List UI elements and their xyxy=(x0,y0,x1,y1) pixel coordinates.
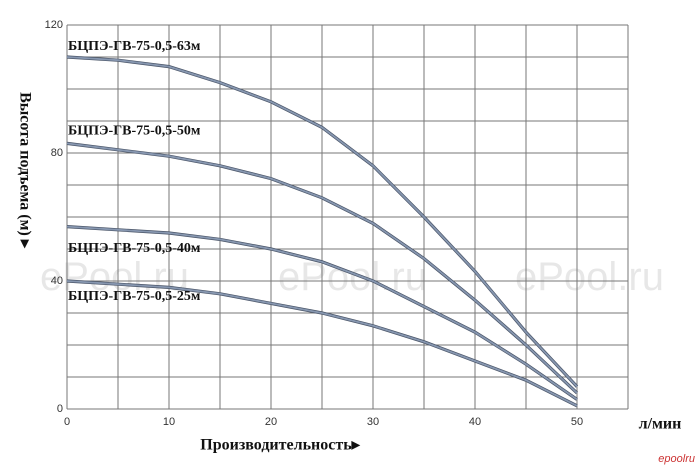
watermark: ePool.ru xyxy=(278,255,427,299)
x-unit: л/мин xyxy=(639,416,682,433)
y-tick-label: 0 xyxy=(57,403,63,415)
y-tick-label: 120 xyxy=(45,19,63,31)
x-tick-label: 30 xyxy=(367,416,379,428)
series-label: БЦПЭ-ГВ-75-0,5-63м xyxy=(68,39,201,54)
x-tick-label: 40 xyxy=(469,416,481,428)
series-label: БЦПЭ-ГВ-75-0,5-40м xyxy=(68,241,201,256)
x-axis-label: Производительность▸ xyxy=(200,437,360,454)
x-tick-label: 10 xyxy=(163,416,175,428)
x-tick-label: 50 xyxy=(571,416,583,428)
series-label: БЦПЭ-ГВ-75-0,5-50м xyxy=(68,124,201,139)
y-axis-label: Высота подъема (м) ▸ xyxy=(16,92,33,249)
watermark: ePool.ru xyxy=(515,255,664,299)
y-tick-label: 80 xyxy=(51,147,63,159)
watermark: ePool.ru xyxy=(40,255,189,299)
curve xyxy=(66,225,578,401)
series-label: БЦПЭ-ГВ-75-0,5-25м xyxy=(68,289,201,304)
logo: epoolru xyxy=(658,453,695,465)
curve xyxy=(66,56,578,388)
x-tick-label: 0 xyxy=(64,416,70,428)
y-tick-label: 40 xyxy=(51,275,63,287)
x-tick-label: 20 xyxy=(265,416,277,428)
curve xyxy=(66,142,578,394)
curve xyxy=(66,280,578,407)
